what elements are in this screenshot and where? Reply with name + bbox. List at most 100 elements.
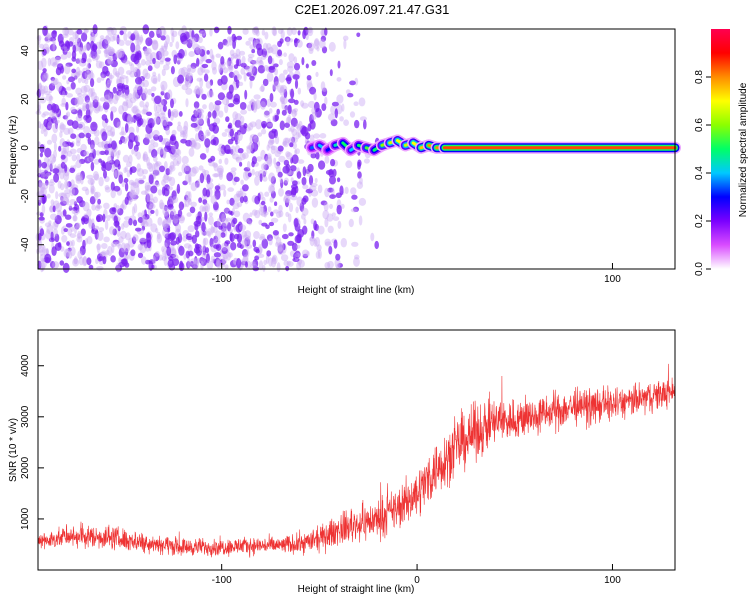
noise-blob xyxy=(201,206,207,212)
noise-blob xyxy=(287,213,292,223)
noise-blob xyxy=(96,243,100,254)
noise-blob xyxy=(100,74,105,81)
noise-blob xyxy=(62,196,69,205)
noise-blob xyxy=(209,237,214,248)
noise-blob xyxy=(218,63,222,74)
noise-blob xyxy=(78,47,83,53)
noise-blob xyxy=(314,108,322,118)
noise-blob xyxy=(136,151,142,160)
noise-blob xyxy=(117,66,125,76)
noise-blob xyxy=(249,75,255,81)
noise-blob xyxy=(251,168,255,176)
noise-blob xyxy=(306,251,310,257)
noise-blob xyxy=(77,92,83,98)
noise-blob xyxy=(130,249,136,257)
noise-blob xyxy=(144,72,151,80)
noise-blob xyxy=(68,76,75,83)
noise-blob xyxy=(195,133,199,142)
noise-blob xyxy=(129,71,136,78)
noise-blob xyxy=(287,261,294,267)
noise-blob xyxy=(59,131,63,138)
noise-blob xyxy=(275,242,279,247)
noise-blob xyxy=(194,85,200,94)
noise-blob xyxy=(115,205,120,213)
noise-blob xyxy=(280,254,289,262)
noise-blob xyxy=(177,74,185,84)
noise-blob xyxy=(180,35,188,45)
noise-blob xyxy=(142,68,149,78)
noise-blob xyxy=(278,73,286,83)
noise-blob xyxy=(50,199,55,206)
noise-blob xyxy=(218,170,224,181)
noise-blob xyxy=(290,125,295,133)
noise-blob xyxy=(246,217,253,225)
noise-blob xyxy=(67,127,74,135)
noise-blob xyxy=(170,66,175,75)
noise-blob xyxy=(295,131,300,140)
noise-blob xyxy=(187,244,193,252)
noise-blob xyxy=(90,178,94,185)
noise-blob xyxy=(203,73,209,82)
noise-blob xyxy=(186,212,192,217)
noise-blob xyxy=(250,133,258,139)
noise-blob xyxy=(161,84,165,93)
noise-blob xyxy=(163,29,167,36)
noise-blob xyxy=(118,247,125,258)
noise-blob xyxy=(256,156,262,162)
noise-blob xyxy=(145,193,151,204)
noise-blob xyxy=(323,201,329,212)
noise-blob xyxy=(52,104,60,114)
snr-y-label: SNR (10 * v/v) xyxy=(8,418,19,482)
noise-blob xyxy=(110,241,117,248)
noise-blob xyxy=(208,212,213,217)
noise-blob xyxy=(88,72,95,80)
snr-frame xyxy=(37,329,676,571)
noise-blob xyxy=(55,191,59,200)
noise-blob xyxy=(262,264,266,272)
noise-blob xyxy=(182,180,188,186)
noise-blob xyxy=(199,153,207,160)
noise-blob xyxy=(169,135,176,142)
noise-blob xyxy=(90,185,96,194)
noise-blob xyxy=(324,155,330,164)
noise-blob xyxy=(152,57,156,65)
noise-blob xyxy=(292,142,298,150)
noise-blob xyxy=(101,39,109,49)
noise-blob xyxy=(329,69,333,77)
noise-blob xyxy=(270,176,276,185)
noise-blob xyxy=(64,46,68,53)
noise-blob xyxy=(255,43,262,51)
noise-blob xyxy=(311,107,316,114)
noise-blob xyxy=(139,243,147,254)
noise-blob xyxy=(213,26,220,34)
noise-blob xyxy=(268,172,275,183)
noise-blob xyxy=(146,184,152,192)
noise-blob xyxy=(80,57,87,64)
noise-blob xyxy=(260,101,266,110)
noise-blob xyxy=(110,106,117,113)
noise-blob xyxy=(184,173,192,183)
noise-blob xyxy=(242,184,249,192)
noise-blob xyxy=(244,261,248,268)
noise-blob xyxy=(205,81,212,89)
noise-blob xyxy=(110,59,118,68)
noise-blob xyxy=(259,173,263,183)
noise-blob xyxy=(290,117,298,128)
noise-blob xyxy=(85,132,92,139)
noise-blob xyxy=(103,94,111,103)
noise-blob xyxy=(187,67,191,75)
noise-blob xyxy=(230,148,234,155)
noise-blob xyxy=(358,215,363,226)
noise-blob xyxy=(98,61,105,69)
noise-blob xyxy=(100,160,106,167)
noise-blob xyxy=(274,162,280,170)
noise-blob xyxy=(112,94,119,105)
noise-blob xyxy=(240,179,244,185)
noise-blob xyxy=(43,72,49,79)
noise-blob xyxy=(300,100,305,107)
noise-blob xyxy=(291,136,296,143)
noise-blob xyxy=(291,128,298,136)
noise-blob xyxy=(167,198,174,208)
noise-blob xyxy=(224,240,231,245)
